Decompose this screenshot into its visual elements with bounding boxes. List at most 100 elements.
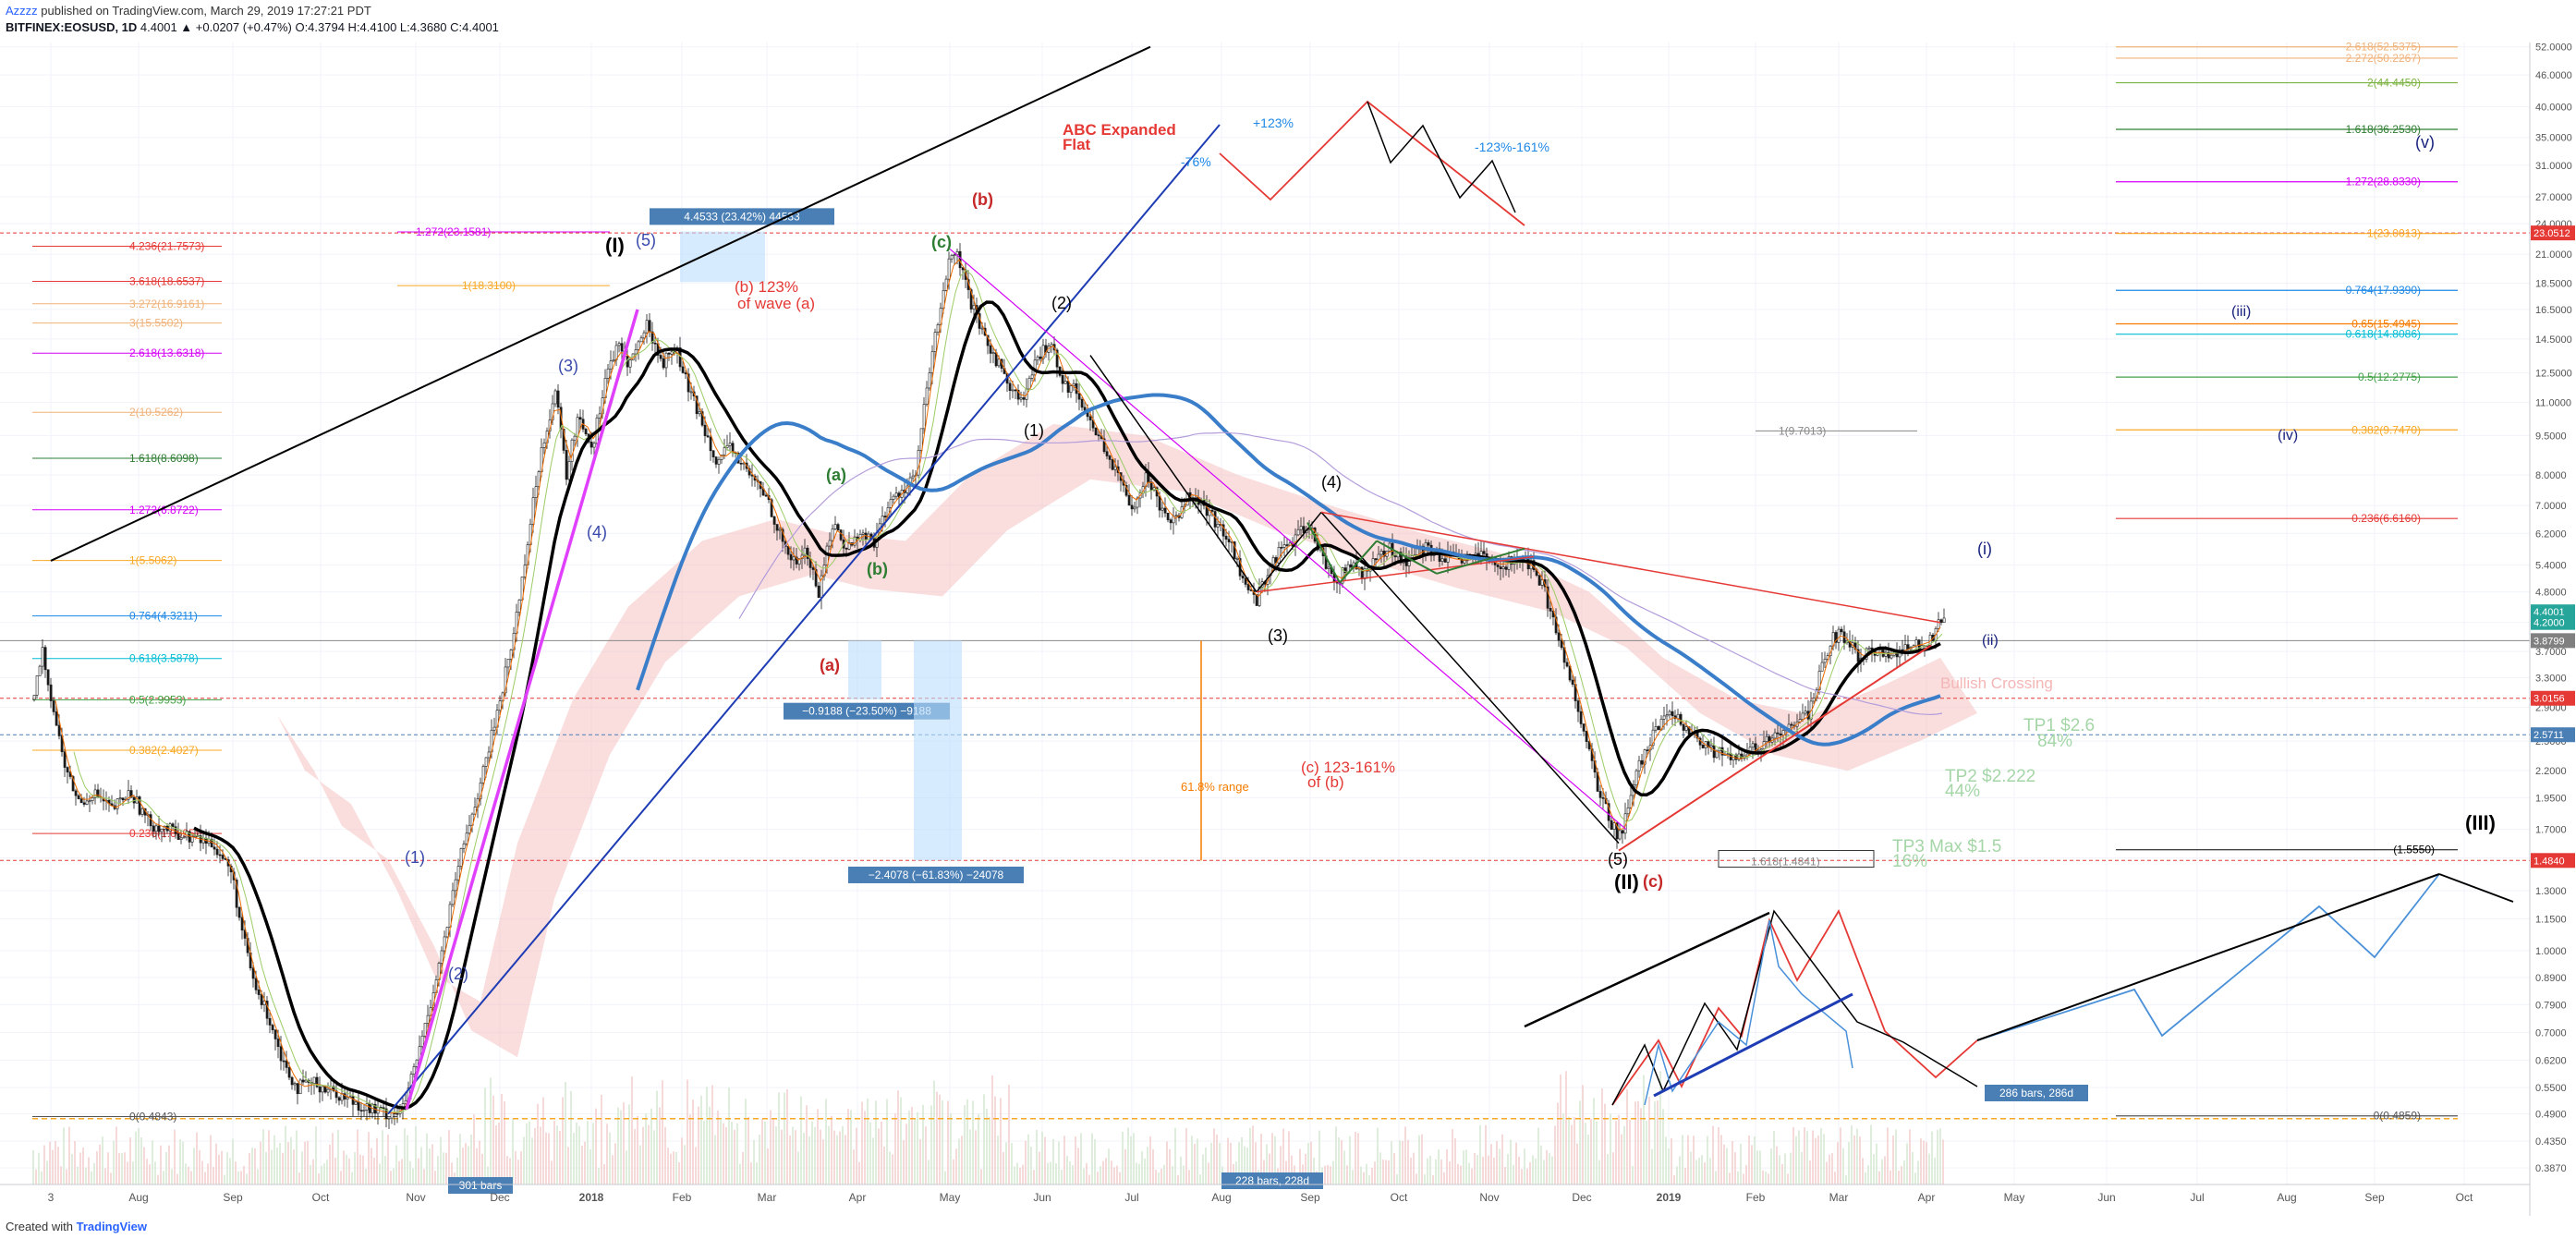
price-axis[interactable]: 52.0000 46.0000 40.0000 35.0000 31.0000 27.00… — [2529, 43, 2575, 1216]
candle-body — [567, 461, 571, 480]
candle-body — [1216, 524, 1220, 528]
volume-bar — [637, 1115, 638, 1184]
candle-body — [1363, 568, 1367, 579]
volume-bar — [739, 1163, 741, 1184]
black-leg — [1256, 511, 1322, 593]
volume-bar — [1923, 1140, 1925, 1184]
fib-levels: 4.236(21.7573) 3.618(18.6537) 3.272(16.916… — [32, 43, 2458, 1124]
proj-black-end — [2438, 873, 2514, 903]
candle-body — [1754, 743, 1757, 752]
symbol-line: BITFINEX:EOSUSD, 1D 4.4001 ▲ +0.0207 (+0… — [6, 20, 499, 34]
candle-body — [1587, 741, 1591, 749]
candle-body — [1601, 797, 1605, 799]
volume-bar — [1507, 1153, 1509, 1184]
volume-bar — [1718, 1127, 1719, 1184]
volume-bar — [465, 1143, 467, 1184]
volume-bar — [692, 1099, 694, 1184]
candle-body — [1440, 558, 1444, 562]
tradingview-logo[interactable]: TradingView — [76, 1220, 147, 1233]
volume-bar — [1371, 1167, 1373, 1184]
candle-body — [218, 854, 222, 856]
volume-bar — [1931, 1131, 1933, 1184]
candle-body — [185, 831, 188, 838]
wave-label: (5) — [636, 231, 656, 249]
volume-bar — [1005, 1142, 1007, 1184]
volume-bar — [129, 1137, 131, 1184]
candle-body — [714, 456, 718, 465]
price-chart[interactable]: 4.236(21.7573) 3.618(18.6537) 3.272(16.916… — [0, 43, 2576, 1216]
volume-bar — [1779, 1155, 1780, 1184]
volume-bar — [207, 1163, 209, 1184]
candle-body — [323, 1086, 327, 1093]
candle-body — [235, 880, 238, 908]
volume-bar — [905, 1124, 907, 1184]
candle-body — [628, 359, 632, 368]
volume-bar — [1418, 1135, 1420, 1184]
volume-bar — [1634, 1101, 1636, 1184]
volume-bar — [623, 1102, 625, 1184]
volume-bar — [71, 1153, 73, 1184]
volume-bar — [584, 1141, 586, 1184]
candle-body — [63, 751, 67, 768]
candle-body — [357, 1101, 360, 1111]
candle-body — [1105, 451, 1109, 456]
candle-body — [287, 1067, 291, 1078]
red-support — [1618, 644, 1932, 852]
time-tick-apr: Apr — [1918, 1191, 1936, 1204]
candle-body — [390, 1112, 394, 1119]
wave-label: (2) — [1051, 294, 1072, 312]
author-link[interactable]: Azzzz — [6, 4, 38, 18]
candle-body — [315, 1076, 319, 1087]
candle-body — [817, 585, 820, 598]
candle-body — [318, 1086, 322, 1093]
volume-bar — [1061, 1170, 1063, 1184]
fib-label: 3(15.5502) — [129, 317, 183, 330]
volume-bar — [1036, 1129, 1038, 1184]
volume-bar — [1474, 1152, 1476, 1184]
volume-bar — [1000, 1098, 1002, 1184]
volume-bar — [149, 1164, 151, 1184]
candle-body — [1016, 390, 1020, 400]
volume-bar — [1759, 1150, 1761, 1184]
chart-header: Azzzz published on TradingView.com, Marc… — [0, 0, 2576, 43]
volume-bar — [52, 1149, 54, 1184]
candle-body — [43, 647, 47, 671]
candle-body — [1598, 791, 1602, 798]
volume-bar — [1756, 1150, 1758, 1184]
volume-bar — [1770, 1148, 1772, 1184]
candle-body — [881, 516, 884, 525]
volume-bar — [565, 1081, 566, 1184]
volume-bar — [903, 1139, 905, 1184]
volume-bar — [642, 1126, 644, 1184]
volume-bar — [1116, 1165, 1118, 1184]
candle-body — [1823, 659, 1827, 663]
proj-blue-big — [1976, 873, 2440, 1041]
candle-body — [570, 439, 574, 462]
volume-bar — [1540, 1145, 1542, 1184]
candle-body — [1277, 547, 1281, 564]
wave-label: (4) — [587, 523, 607, 541]
candle-body — [928, 372, 931, 389]
volume-bar — [1892, 1135, 1894, 1184]
volume-bar — [63, 1127, 65, 1184]
annotation: +123% — [1253, 115, 1294, 130]
candle-body — [1296, 528, 1300, 536]
volume-bar — [1227, 1137, 1229, 1184]
volume-bar — [703, 1121, 705, 1184]
wave-label: (i) — [1977, 540, 1992, 558]
volume-bar — [1066, 1155, 1068, 1184]
volume-bar — [1208, 1162, 1209, 1184]
candle-body — [1853, 642, 1857, 650]
time-axis[interactable]: 3 Aug Sep Oct Nov Dec 2018 Feb Mar Apr May Jun Jul Au… — [0, 1184, 2530, 1204]
volume-bar — [1482, 1156, 1484, 1184]
candle-body — [1080, 398, 1084, 408]
candle-body — [79, 798, 83, 804]
volume-bar — [310, 1164, 311, 1184]
volume-bar — [1865, 1172, 1866, 1184]
volume-bar — [836, 1135, 838, 1184]
volume-bar — [110, 1172, 112, 1184]
volume-bar — [1388, 1160, 1390, 1184]
volume-bar — [1194, 1144, 1196, 1184]
time-tick-dec: Dec — [490, 1191, 509, 1204]
candle-body — [703, 424, 707, 436]
